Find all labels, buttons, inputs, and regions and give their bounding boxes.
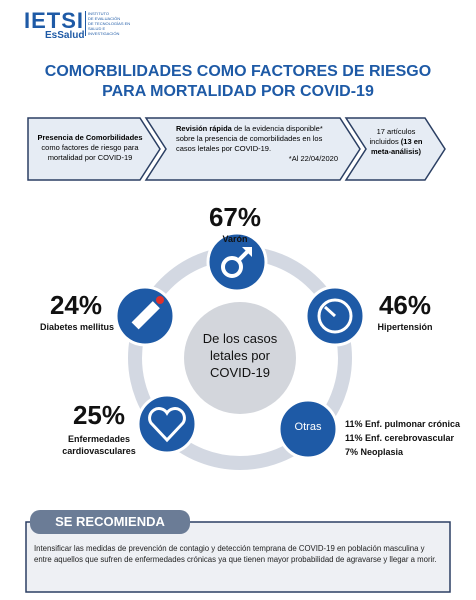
institute-line: INVESTIGACIÓN: [88, 31, 120, 36]
step-bold: Revisión rápida: [176, 124, 232, 133]
step-body: como factores de riesgo para mortalidad …: [41, 143, 139, 162]
logo: IETSI: [24, 8, 85, 33]
center-line: COVID-19: [210, 365, 270, 380]
step-text: 17 artículos incluidos (13 en meta-análi…: [368, 127, 424, 157]
step-text: Revisión rápida de la evidencia disponib…: [176, 124, 338, 164]
step-chevron: [344, 117, 446, 181]
factor-label: Varón: [222, 234, 248, 244]
node-others: [277, 398, 339, 460]
step-bold: (13 en meta-análisis): [370, 137, 423, 156]
institute-line: SALUD E: [88, 26, 106, 31]
recommendation-title: SE RECOMIENDA: [55, 514, 165, 529]
logo-org: EsSalud: [45, 30, 85, 41]
percent: 25%: [72, 400, 126, 430]
title-line: COMORBILIDADES COMO FACTORES DE RIESGO: [44, 63, 432, 80]
others-item: 11% Enf. pulmonar crónica: [345, 419, 461, 429]
percent: 67%: [208, 202, 262, 232]
title-line: PARA MORTALIDAD POR COVID-19: [102, 83, 374, 100]
others-list: 11% Enf. pulmonar crónica 11% Enf. cereb…: [345, 417, 470, 459]
center-line: De los casos: [202, 331, 278, 346]
node-male: [206, 231, 268, 293]
factor-label: Enfermedades cardiovasculares: [62, 434, 136, 456]
step-bold: Presencia de Comorbilidades: [37, 133, 143, 142]
node-diabetes: [114, 285, 176, 347]
center-line: letales por: [210, 348, 270, 363]
title: COMORBILIDADES COMO FACTORES DE RIESGO P…: [0, 62, 476, 102]
institute-line: INSTITUTO: [88, 11, 110, 16]
recommendation-tab: [30, 510, 190, 534]
step-body: 17 artículos incluidos: [369, 127, 416, 146]
step-chevron: [27, 117, 161, 181]
center-text: De los casos letales por COVID-19: [184, 330, 296, 381]
factor-label: Hipertensión: [377, 322, 433, 332]
institute-line: DE EVALUACIÓN: [88, 16, 121, 21]
recommendation-box: [25, 521, 451, 593]
step-note: *Al 22/04/2020: [288, 154, 338, 163]
factor-label: Diabetes mellitus: [39, 322, 115, 332]
step-text: Presencia de Comorbilidades como factore…: [34, 133, 146, 163]
node-cardio: [136, 393, 198, 455]
step-body: de la evidencia disponible* sobre la pre…: [176, 124, 323, 153]
recommendation-text: Intensificar las medidas de prevención d…: [34, 544, 437, 564]
percent: 24%: [49, 290, 103, 320]
center-circle: [184, 302, 296, 414]
node-hypertension: [304, 285, 366, 347]
others-item: 11% Enf. cerebrovascular: [345, 433, 455, 443]
others-item: 7% Neoplasia: [345, 447, 404, 457]
percent: 46%: [378, 290, 432, 320]
institute: INSTITUTO DE EVALUACIÓN DE TECNOLOGÍAS E…: [85, 11, 130, 36]
step-chevron: [144, 117, 361, 181]
institute-line: DE TECNOLOGÍAS EN: [88, 21, 131, 26]
others-label: Otras: [294, 421, 322, 433]
